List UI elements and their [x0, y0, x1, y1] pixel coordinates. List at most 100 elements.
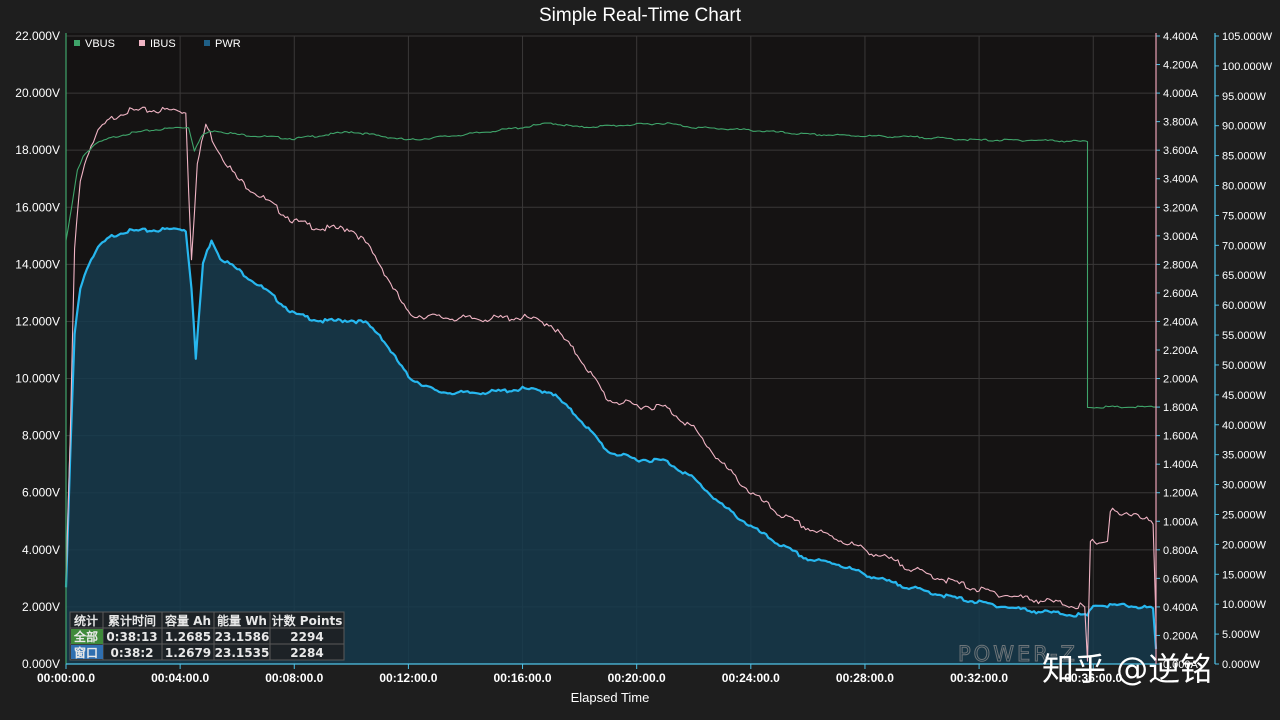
y-left-tick-label: 8.000V — [22, 429, 60, 443]
y-right-current-tick-label: 4.000A — [1163, 88, 1199, 100]
series-layer — [64, 106, 1158, 664]
x-tick-label: 00:28:00.0 — [836, 671, 894, 685]
y-right-current-tick-label: 0.400A — [1163, 602, 1199, 614]
y-right-current-tick-label: 2.600A — [1163, 288, 1199, 300]
legend-label-pwr: PWR — [215, 38, 241, 50]
y-right-current-tick-label: 1.200A — [1163, 488, 1199, 500]
series-pwr-area — [66, 228, 1156, 664]
x-tick-label: 00:32:00.0 — [950, 671, 1008, 685]
y-right-power-tick-label: 20.000W — [1222, 539, 1267, 551]
x-tick-label: 00:24:00.0 — [722, 671, 780, 685]
y-right-power-tick-label: 0.000W — [1222, 659, 1261, 671]
y-left-tick-label: 18.000V — [15, 143, 60, 157]
y-left-tick-label: 0.000V — [22, 657, 60, 671]
stats-header-label: 统计 — [74, 613, 98, 628]
stats-header-count: 计数 Points — [272, 613, 343, 628]
legend: VBUS IBUS PWR — [74, 38, 241, 50]
stats-table: 统计 累计时间 容量 Ah 能量 Wh 计数 Points 全部 0:38:13… — [69, 611, 345, 661]
y-right-power-tick-label: 100.000W — [1222, 61, 1273, 73]
y-right-current-tick-label: 1.000A — [1163, 516, 1199, 528]
y-right-current-tick-label: 1.800A — [1163, 402, 1199, 414]
axes — [65, 33, 1219, 669]
stats-row-window-count: 2284 — [290, 646, 323, 660]
legend-swatch-vbus — [74, 40, 80, 46]
y-right-current-tick-label: 2.400A — [1163, 316, 1199, 328]
zhihu-credit-watermark: 知乎 @逆铭 — [1042, 650, 1212, 688]
stats-row-all-capacity: 1.2685 — [165, 630, 211, 644]
series-ibus-line — [65, 106, 1157, 662]
powerz-logo-watermark: POWER-Z — [958, 642, 1078, 666]
legend-label-vbus: VBUS — [85, 38, 115, 50]
y-left-tick-label: 6.000V — [22, 486, 60, 500]
y-right-current-tick-label: 3.000A — [1163, 231, 1199, 243]
y-right-power-tick-label: 95.000W — [1222, 91, 1267, 103]
y-right-power-tick-label: 85.000W — [1222, 151, 1267, 163]
y-right-power-tick-label: 50.000W — [1222, 360, 1267, 372]
y-right-power-tick-label: 25.000W — [1222, 509, 1267, 521]
y-left-tick-label: 4.000V — [22, 543, 60, 557]
stats-row-all-time: 0:38:13 — [106, 630, 157, 644]
y-right-power-tick-label: 15.000W — [1222, 569, 1267, 581]
y-right-power-tick-label: 70.000W — [1222, 240, 1267, 252]
y-right-power-tick-label: 55.000W — [1222, 330, 1267, 342]
chart-title: Simple Real-Time Chart — [539, 5, 742, 26]
x-tick-label: 00:12:00.0 — [379, 671, 437, 685]
stats-row-window-energy: 23.1535 — [215, 646, 270, 660]
x-tick-label: 00:20:00.0 — [608, 671, 666, 685]
y-left-tick-label: 12.000V — [15, 314, 60, 328]
stats-header-time: 累计时间 — [108, 613, 156, 628]
series-pwr-line — [64, 226, 1158, 650]
legend-label-ibus: IBUS — [150, 38, 176, 50]
stats-row-window-time: 0:38:2 — [111, 646, 154, 660]
x-tick-label: 00:04:00.0 — [151, 671, 209, 685]
y-right-power-tick-label: 10.000W — [1222, 599, 1267, 611]
y-right-power-tick-label: 5.000W — [1222, 629, 1261, 641]
y-right-power-tick-label: 40.000W — [1222, 420, 1267, 432]
y-left-tick-label: 22.000V — [15, 29, 60, 43]
x-axis-label: Elapsed Time — [571, 690, 650, 705]
y-right-current-tick-label: 3.600A — [1163, 145, 1199, 157]
y-left-tick-label: 16.000V — [15, 200, 60, 214]
stats-row-window-capacity: 1.2679 — [165, 646, 211, 660]
stats-row-all-label: 全部 — [73, 629, 98, 644]
x-tick-label: 00:08:00.0 — [265, 671, 323, 685]
y-right-current-tick-label: 2.000A — [1163, 374, 1199, 386]
y-right-current-tick-label: 4.200A — [1163, 60, 1199, 72]
y-left-tick-label: 20.000V — [15, 86, 60, 100]
stats-header-capacity: 容量 Ah — [164, 613, 211, 628]
y-left-tick-label: 2.000V — [22, 600, 60, 614]
stats-row-all-count: 2294 — [290, 630, 323, 644]
legend-swatch-pwr — [204, 40, 210, 46]
y-left-tick-label: 14.000V — [15, 257, 60, 271]
y-right-power-tick-label: 90.000W — [1222, 121, 1267, 133]
y-right-current-tick-label: 4.400A — [1163, 31, 1199, 43]
x-tick-label: 00:16:00.0 — [494, 671, 552, 685]
y-right-power-tick-label: 60.000W — [1222, 300, 1267, 312]
y-right-current-tick-label: 3.800A — [1163, 117, 1199, 129]
legend-swatch-ibus — [139, 40, 145, 46]
y-right-current-tick-label: 1.600A — [1163, 431, 1199, 443]
y-right-power-tick-label: 45.000W — [1222, 390, 1267, 402]
y-right-power-tick-label: 35.000W — [1222, 450, 1267, 462]
y-right-current-tick-label: 3.200A — [1163, 202, 1199, 214]
y-right-current-tick-label: 0.000A — [1163, 659, 1199, 671]
y-right-current-tick-label: 0.600A — [1163, 573, 1199, 585]
y-left-tick-label: 10.000V — [15, 372, 60, 386]
stats-header-energy: 能量 Wh — [217, 613, 267, 628]
y-right-current-tick-label: 2.800A — [1163, 259, 1199, 271]
stats-row-all-energy: 23.1586 — [215, 630, 270, 644]
y-right-power-tick-label: 75.000W — [1222, 210, 1267, 222]
series-vbus-line — [65, 122, 1156, 409]
y-right-current-tick-label: 3.400A — [1163, 174, 1199, 186]
x-tick-label: 00:36:00.0 — [1064, 671, 1122, 685]
y-right-power-tick-label: 65.000W — [1222, 270, 1267, 282]
y-right-current-tick-label: 0.200A — [1163, 630, 1199, 642]
stats-row-window-label: 窗口 — [74, 645, 98, 660]
y-right-current-tick-label: 1.400A — [1163, 459, 1199, 471]
y-right-power-tick-label: 30.000W — [1222, 480, 1267, 492]
y-right-power-tick-label: 80.000W — [1222, 181, 1267, 193]
y-right-current-tick-label: 0.800A — [1163, 545, 1199, 557]
y-right-current-tick-label: 2.200A — [1163, 345, 1199, 357]
tick-labels: 0.000V 2.000V 4.000V 6.000V 8.000V 10.000V 12.… — [15, 29, 1272, 685]
